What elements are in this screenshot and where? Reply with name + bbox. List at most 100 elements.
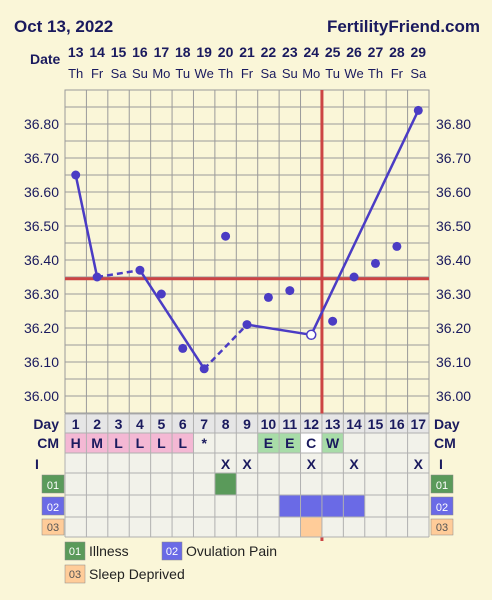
date-label: 18 (175, 44, 191, 60)
weekday-label: Su (282, 66, 298, 81)
custom-cell-02 (343, 495, 365, 517)
cm-cell (279, 433, 301, 453)
custom-cell-02 (300, 495, 322, 517)
cycle-day: 14 (346, 416, 362, 432)
y-tick-left: 36.50 (24, 218, 59, 234)
chart-date: Oct 13, 2022 (14, 17, 113, 36)
day-label-right: Day (434, 416, 460, 432)
temperature-point (199, 364, 209, 374)
weekday-label: Mo (302, 66, 320, 81)
date-row-label: Date (30, 51, 61, 67)
weekday-label: Th (68, 66, 83, 81)
custom-code-left: 01 (47, 480, 59, 492)
y-tick-left: 36.70 (24, 150, 59, 166)
cycle-day: 12 (303, 416, 319, 432)
date-label: 14 (89, 44, 105, 60)
y-tick-right: 36.50 (436, 218, 471, 234)
legend-name: Ovulation Pain (186, 543, 277, 559)
custom-cell-03 (300, 517, 322, 537)
date-label: 19 (196, 44, 212, 60)
date-label: 23 (282, 44, 298, 60)
day-label-left: Day (33, 416, 59, 432)
y-tick-right: 36.80 (436, 116, 471, 132)
temperature-line-segment (138, 269, 206, 370)
intercourse-mark: X (349, 456, 359, 472)
cycle-day: 13 (325, 416, 341, 432)
date-label: 26 (346, 44, 362, 60)
temperature-point (305, 329, 317, 341)
y-tick-left: 36.10 (24, 354, 59, 370)
legend-swatch-02 (161, 541, 183, 561)
y-tick-left: 36.40 (24, 252, 59, 268)
cm-cell (321, 433, 344, 453)
custom-code-box-right (430, 496, 454, 516)
temperature-point (263, 292, 273, 302)
y-tick-right: 36.40 (436, 252, 471, 268)
weekday-label: Sa (111, 66, 128, 81)
weekday-label: Fr (241, 66, 254, 81)
temperature-series (74, 109, 420, 370)
cm-value: * (201, 435, 207, 451)
temperature-point (156, 289, 166, 299)
temperature-point (135, 265, 145, 275)
weekday-label: Sa (410, 66, 427, 81)
cycle-day: 10 (261, 416, 277, 432)
y-tick-right: 36.30 (436, 286, 471, 302)
weekday-label: We (195, 66, 214, 81)
x-axis-labels: 13 Th 14 Fr 15 Sa 16 Su 17 Mo 18 Tu 19 We 20 Th 21 Fr 22 Sa… (68, 44, 427, 81)
custom-cell-01 (214, 473, 237, 495)
custom-cell-02 (279, 495, 301, 517)
y-tick-right: 36.10 (436, 354, 471, 370)
cycle-day: 4 (136, 416, 144, 432)
intercourse-label-left: I (35, 456, 39, 472)
legend-name: Sleep Deprived (89, 566, 185, 582)
date-label: 28 (389, 44, 405, 60)
y-tick-left: 36.00 (24, 388, 59, 404)
temperature-line-segment (310, 109, 420, 336)
custom-code-right: 03 (436, 522, 448, 534)
custom-code-right: 01 (436, 480, 448, 492)
date-label: 22 (261, 44, 277, 60)
cm-label-left: CM (37, 435, 59, 451)
cycle-day: 16 (389, 416, 405, 432)
temperature-point (413, 105, 423, 115)
weekday-label: Sa (260, 66, 277, 81)
weekday-label: Th (218, 66, 233, 81)
weekday-label: Tu (325, 66, 340, 81)
day-row-background (65, 414, 429, 433)
cm-value: E (264, 435, 273, 451)
y-tick-left: 36.60 (24, 184, 59, 200)
custom-code-box-left (41, 496, 65, 516)
custom-code-box-right (430, 518, 454, 536)
temperature-line-segment (246, 323, 312, 337)
temperature-line-segment (74, 174, 99, 278)
cm-cell (172, 433, 194, 453)
temperature-point (285, 286, 295, 296)
date-label: 25 (325, 44, 341, 60)
cm-cell (300, 433, 322, 453)
temperature-point (349, 272, 359, 282)
cm-cell (129, 433, 151, 453)
cm-label-right: CM (434, 435, 456, 451)
legend-code: 01 (69, 546, 81, 558)
date-label: 13 (68, 44, 84, 60)
weekday-label: Mo (152, 66, 170, 81)
date-label: 21 (239, 44, 255, 60)
custom-code-left: 03 (47, 522, 59, 534)
cycle-day: 6 (179, 416, 187, 432)
cycle-day: 3 (115, 416, 123, 432)
cycle-day: 9 (243, 416, 251, 432)
intercourse-mark: X (242, 456, 252, 472)
y-axis-labels: 36.00 36.00 36.10 36.10 36.20 36.20 36.30 36.30… (24, 116, 471, 404)
intercourse-label-right: I (439, 456, 443, 472)
custom-code-left: 02 (47, 502, 59, 514)
plot-grid (64, 89, 430, 414)
y-tick-right: 36.20 (436, 320, 471, 336)
site-name[interactable]: FertilityFriend.com (327, 17, 480, 36)
y-tick-right: 36.70 (436, 150, 471, 166)
cm-value: H (71, 435, 81, 451)
weekday-label: Fr (391, 66, 404, 81)
cm-value: L (157, 435, 166, 451)
custom-code-box-left (41, 518, 65, 536)
cm-cell (65, 433, 87, 453)
